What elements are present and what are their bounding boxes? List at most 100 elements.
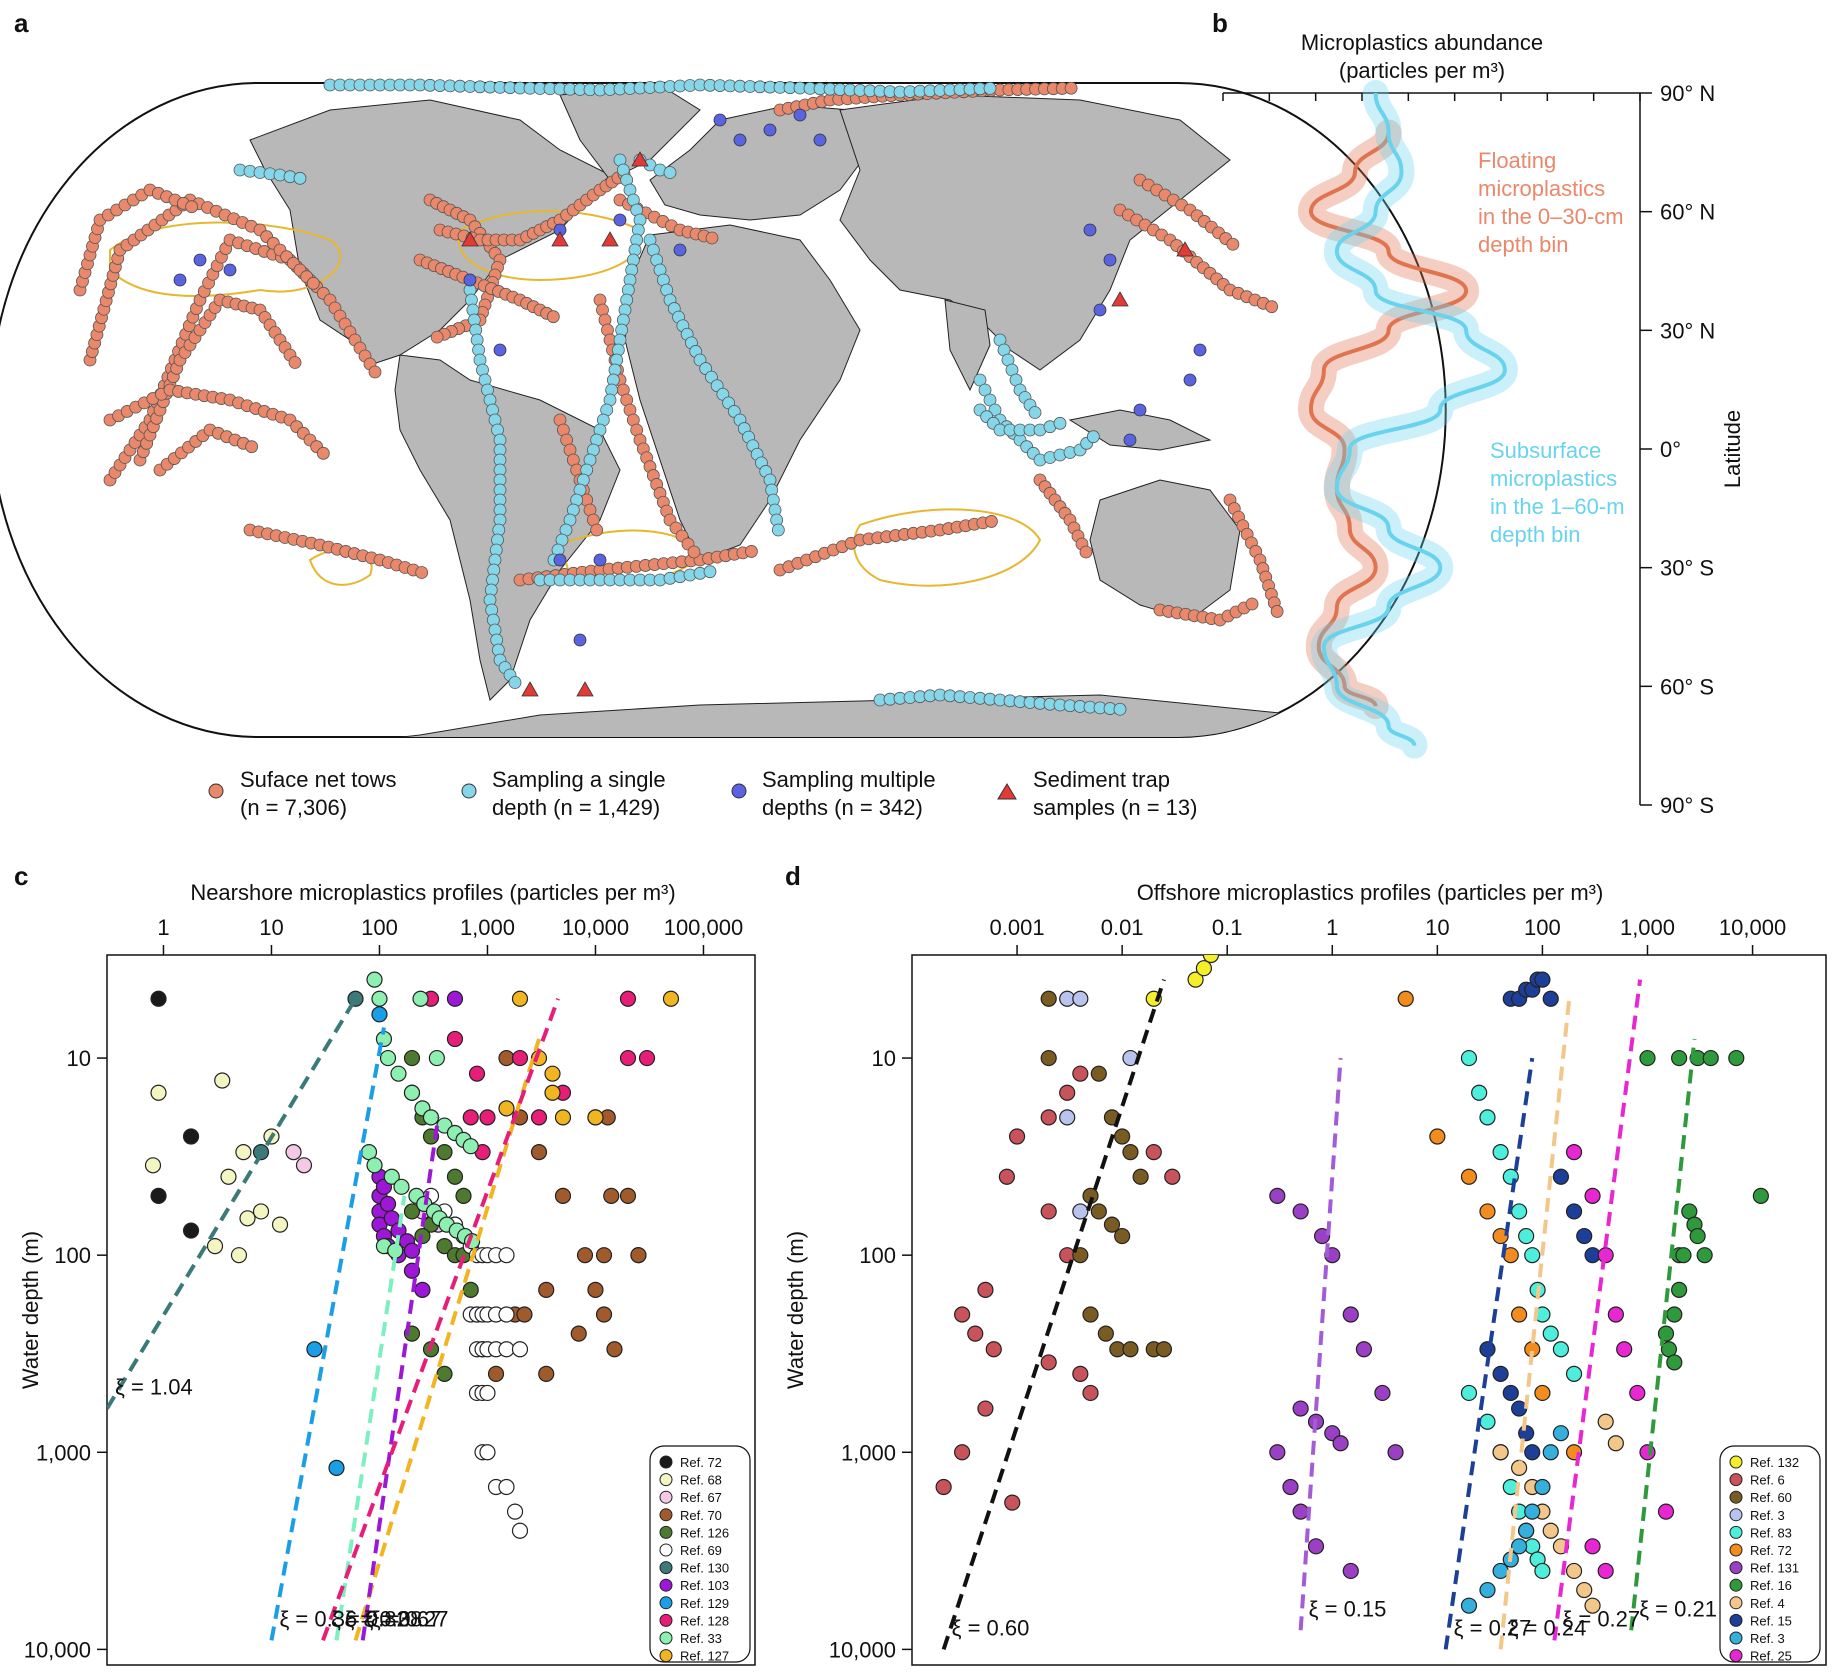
data-point: [619, 990, 637, 1007]
legend-marker: [1729, 1631, 1743, 1645]
legend-label: Ref. 60: [1750, 1490, 1792, 1505]
legend-marker: [1729, 1473, 1743, 1487]
data-point: [479, 1384, 496, 1402]
data-point: [1607, 1306, 1624, 1323]
lat-tick-label: 60° S: [1660, 674, 1714, 699]
fit-line: [1552, 979, 1643, 1641]
y-tick-label: 100: [54, 1243, 91, 1268]
data-point: [506, 1503, 524, 1520]
data-point: [1542, 1522, 1559, 1539]
data-point: [150, 990, 167, 1007]
fit-line: [1443, 1057, 1535, 1650]
sample-point-multiple: [193, 253, 207, 267]
data-point: [1552, 1425, 1570, 1442]
data-point: [1040, 990, 1057, 1007]
legend-marker: [659, 1490, 673, 1504]
legend-sediment-line1: Sediment trap: [1033, 767, 1170, 792]
legend-label: Ref. 3: [1750, 1631, 1785, 1646]
sample-point-multiple: [553, 553, 567, 567]
data-point: [498, 1341, 515, 1358]
x-tick-label: 100: [1524, 915, 1561, 940]
legend-marker: [1729, 1455, 1743, 1469]
panel-d-legend: Ref. 132 Ref. 6 Ref. 60 Ref. 3 Ref. 83 Ref. 7…: [1719, 1445, 1821, 1664]
data-point: [1122, 1341, 1139, 1358]
fit-label: ξ = 0.82: [331, 1606, 409, 1631]
data-point: [1082, 1384, 1099, 1402]
legend-marker: [659, 1561, 673, 1575]
data-point: [393, 1178, 410, 1195]
floating-label-4: depth bin: [1478, 232, 1569, 257]
sample-point-multiple: [1093, 303, 1107, 317]
sample-point: [1113, 702, 1127, 716]
data-point: [1090, 1065, 1107, 1082]
x-tick-label: 1,000: [1620, 915, 1675, 940]
fit-line: [941, 979, 1166, 1651]
data-point: [271, 1216, 289, 1233]
data-point: [544, 1084, 561, 1101]
fit-labels: ξ = 1.04 ξ = 0.36ξ = 0.38ξ = 0.67ξ = 0.27…: [115, 1375, 448, 1632]
data-point: [1164, 1168, 1181, 1185]
sample-point-multiple: [1083, 223, 1097, 237]
legend-label: Ref. 68: [680, 1473, 722, 1488]
legend-label: Ref. 33: [680, 1631, 722, 1646]
lat-tick-label: 0°: [1660, 437, 1681, 462]
data-point: [498, 1306, 515, 1323]
data-point: [1616, 1341, 1633, 1358]
panel-c-frame: [106, 954, 756, 1666]
fit-label: ξ = 0.27: [1562, 1606, 1640, 1631]
sample-point: [1265, 300, 1279, 314]
land-europe: [649, 104, 871, 221]
legend-surface-line2: (n = 7,306): [240, 795, 347, 820]
data-point: [1040, 1109, 1057, 1126]
data-point: [182, 1222, 200, 1239]
fit-label: ξ = 0.60: [952, 1615, 1030, 1640]
sample-point: [1245, 597, 1259, 611]
data-point: [1040, 1203, 1057, 1220]
data-point: [1511, 1538, 1528, 1555]
data-point: [935, 1478, 952, 1496]
sample-point-multiple: [1123, 433, 1137, 447]
data-point: [1292, 1503, 1309, 1520]
sediment-trap-marker: [551, 231, 569, 247]
legend-label: Ref. 131: [1750, 1561, 1799, 1576]
data-point: [1155, 1341, 1173, 1358]
legend-item-surface-net-tows: Suface net tows (n = 7,306): [208, 767, 397, 820]
sample-point: [1064, 81, 1078, 95]
sample-point: [245, 440, 259, 454]
panel-b-title-line1: Microplastics abundance: [1301, 30, 1543, 55]
data-point: [498, 1049, 515, 1067]
sample-point: [1053, 416, 1067, 430]
sample-point: [1028, 406, 1042, 419]
x-tick-label: 100,000: [664, 915, 744, 940]
sample-point: [185, 200, 199, 214]
sediment-trap-marker: [461, 231, 479, 247]
landmasses: [199, 84, 1401, 737]
sediment-trap-marker: [601, 231, 619, 247]
sample-point-multiple: [223, 263, 237, 277]
data-point: [1479, 1203, 1496, 1220]
data-point: [462, 1109, 479, 1126]
lat-tick-label: 60° N: [1660, 200, 1715, 225]
x-tick-label: 0.1: [1212, 915, 1243, 940]
legend-marker: [659, 1631, 673, 1645]
data-point: [1429, 1128, 1446, 1145]
subsurface-label-1: Subsurface: [1490, 438, 1601, 463]
data-point: [1576, 1227, 1593, 1245]
data-point: [1132, 1168, 1149, 1185]
data-point: [587, 1109, 604, 1126]
data-point: [1565, 1144, 1583, 1161]
x-tick-label: 0.01: [1101, 915, 1144, 940]
panel-a-letter: a: [14, 8, 29, 38]
panel-c-legend: Ref. 72 Ref. 68 Ref. 67 Ref. 70 Ref. 126 Ref.…: [649, 1445, 751, 1664]
y-tick-label: 100: [859, 1243, 896, 1268]
data-point: [1004, 1494, 1021, 1511]
data-point: [1534, 1384, 1551, 1402]
sample-point-multiple: [813, 133, 827, 147]
legend-label: Ref. 132: [1750, 1455, 1799, 1470]
data-point: [1565, 1203, 1583, 1220]
world-map: [0, 78, 1447, 738]
y-tick-label: 1,000: [36, 1440, 91, 1465]
panel-c-title: Nearshore microplastics profiles (partic…: [190, 880, 675, 905]
sample-point-multiple: [673, 243, 687, 257]
